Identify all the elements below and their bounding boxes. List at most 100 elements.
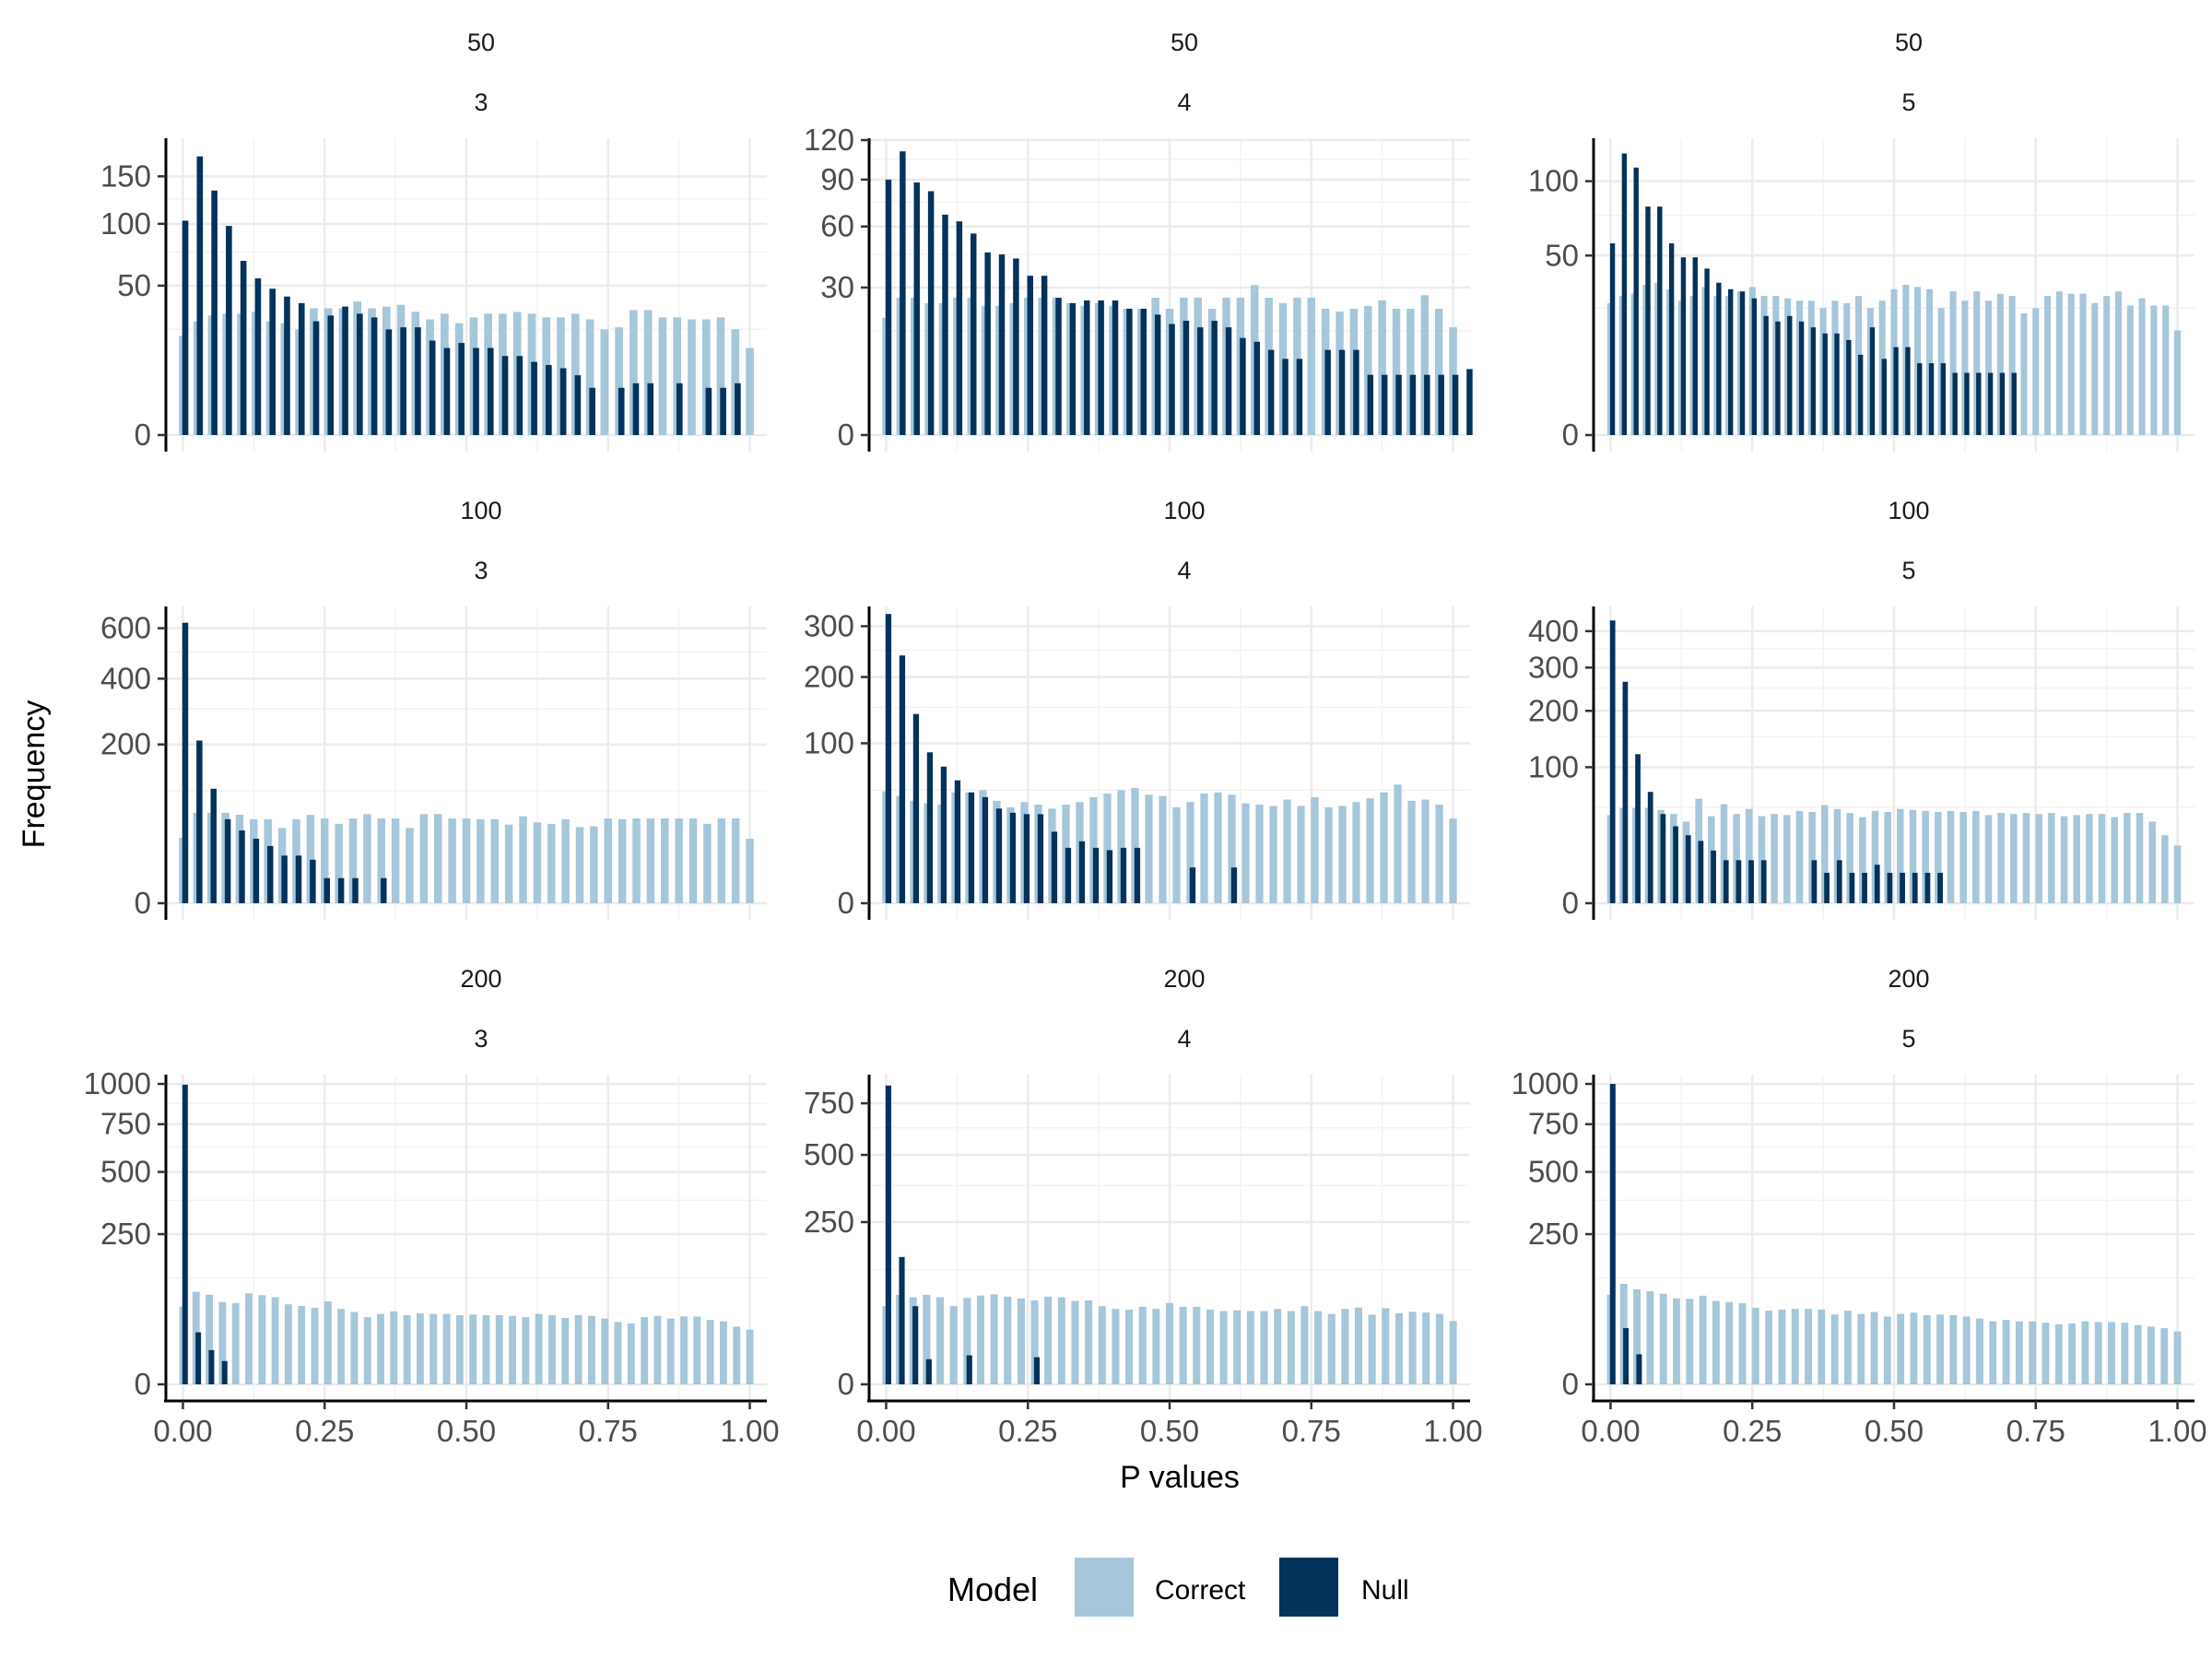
bar-correct xyxy=(1420,295,1430,435)
y-tick-label: 1000 xyxy=(84,1066,151,1100)
bar-correct xyxy=(2073,815,2080,903)
panel-200-4: 0 250 500 750 0.00 0.25 0.50 0.75 1.00 200 4 xyxy=(804,965,1483,1448)
bar-correct xyxy=(1214,792,1222,903)
bar-correct xyxy=(1771,814,1778,903)
y-tick-label: 100 xyxy=(1528,164,1579,198)
legend-key-correct xyxy=(1075,1558,1134,1617)
bar-correct xyxy=(1085,1300,1093,1384)
bar-correct xyxy=(731,818,740,903)
y-tick-label: 750 xyxy=(1528,1107,1579,1141)
bar-null xyxy=(1976,372,1982,435)
bar-correct xyxy=(1004,1296,1012,1384)
bar-null xyxy=(1668,243,1675,435)
bar-correct xyxy=(1914,287,1922,435)
bar-correct xyxy=(1833,808,1841,903)
bar-null xyxy=(1862,872,1867,903)
bar-correct xyxy=(1725,1301,1734,1384)
bar-correct xyxy=(482,1314,490,1384)
x-tick-label: 1.00 xyxy=(720,1414,779,1448)
bar-null xyxy=(298,302,305,435)
y-tick-label: 250 xyxy=(1528,1217,1579,1251)
bar-null xyxy=(240,261,247,435)
y-tick-label: 0 xyxy=(1562,1367,1579,1401)
bar-correct xyxy=(641,1317,649,1384)
bar-null xyxy=(224,818,231,903)
bar-null xyxy=(574,375,582,435)
bar-correct xyxy=(646,818,655,903)
bar-null xyxy=(1924,872,1931,903)
bar-null xyxy=(281,855,288,903)
strip-label-k: 5 xyxy=(1901,88,1915,116)
bar-correct xyxy=(1228,794,1236,903)
bar-null xyxy=(1023,814,1030,903)
bar-correct xyxy=(2114,291,2122,435)
bar-correct xyxy=(1746,808,1753,903)
bar-null xyxy=(1169,324,1175,435)
bar-correct xyxy=(324,1301,332,1384)
bar-correct xyxy=(1778,1309,1786,1384)
bar-correct xyxy=(1720,804,1728,903)
bar-null xyxy=(267,845,274,903)
bar-null xyxy=(1055,298,1062,435)
bar-null xyxy=(1987,372,1994,435)
bar-null xyxy=(1952,372,1958,435)
bar-correct xyxy=(1255,805,1264,903)
bar-correct xyxy=(2054,1324,2063,1384)
bar-null xyxy=(208,1349,215,1384)
bar-correct xyxy=(1818,1309,1826,1384)
bar-correct xyxy=(1186,802,1194,903)
bar-correct xyxy=(2121,1323,2129,1384)
bar-correct xyxy=(706,1320,714,1384)
bar-correct xyxy=(949,1306,958,1384)
bar-null xyxy=(926,752,934,903)
bar-correct xyxy=(1283,799,1291,903)
bar-null xyxy=(1609,243,1616,435)
bar-correct xyxy=(2147,1326,2155,1384)
bar-correct xyxy=(442,1313,451,1384)
bar-correct xyxy=(2086,814,2093,903)
bar-correct xyxy=(746,839,754,903)
bar-null xyxy=(1905,347,1911,435)
bar-correct xyxy=(2035,814,2042,903)
bar-correct xyxy=(391,818,400,903)
strip-label-k: 3 xyxy=(474,88,488,116)
x-tick-label: 0.75 xyxy=(579,1414,638,1448)
y-tick-label: 200 xyxy=(804,660,854,694)
bar-null xyxy=(254,278,262,435)
bar-null xyxy=(1869,327,1876,435)
panel-200-3: 0 250 500 750 1000 0.00 0.25 0.50 0.75 1.00 200 3 xyxy=(84,965,780,1448)
bar-correct xyxy=(1355,1307,1363,1384)
bar-correct xyxy=(2041,1323,2050,1384)
bar-null xyxy=(968,792,975,903)
legend-key-null xyxy=(1279,1558,1338,1617)
bar-correct xyxy=(1871,810,1879,903)
bar-correct xyxy=(2067,293,2075,435)
bar-correct xyxy=(1341,1309,1349,1384)
y-tick-label: 0 xyxy=(135,418,151,452)
bar-correct xyxy=(1057,1297,1065,1384)
bar-correct xyxy=(469,1314,477,1384)
bar-null xyxy=(1098,300,1104,435)
bar-correct xyxy=(1165,1302,1174,1384)
bar-correct xyxy=(2162,305,2170,435)
x-axis-title: P values xyxy=(1120,1460,1240,1495)
bar-null xyxy=(1728,288,1734,435)
x-tick-label: 1.00 xyxy=(2147,1414,2206,1448)
bar-null xyxy=(1013,258,1019,435)
bar-correct xyxy=(417,1312,424,1384)
bar-null xyxy=(415,327,421,435)
bar-correct xyxy=(1897,808,1904,903)
bar-correct xyxy=(218,1301,227,1384)
bar-null xyxy=(1338,349,1346,435)
bar-null xyxy=(1154,314,1161,435)
bar-null xyxy=(312,321,320,435)
strip-label-n: 200 xyxy=(1163,965,1205,993)
bar-null xyxy=(295,855,302,903)
panels: 0501001505030306090120504050100505020040… xyxy=(84,29,2207,1448)
bar-null xyxy=(221,1360,228,1384)
y-tick-label: 1000 xyxy=(1512,1066,1579,1100)
bar-correct xyxy=(643,310,653,435)
bar-correct xyxy=(1984,300,1993,435)
bar-null xyxy=(487,347,494,435)
bar-correct xyxy=(2108,1322,2115,1384)
